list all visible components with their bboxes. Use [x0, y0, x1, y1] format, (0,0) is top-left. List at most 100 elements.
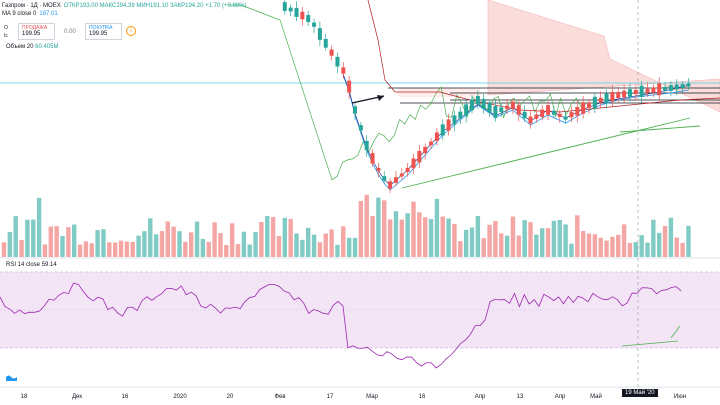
chikou-span — [228, 4, 588, 181]
volume-bar — [36, 197, 42, 257]
sell-label: ПРОДАЖА — [22, 25, 48, 31]
rsi-legend: RSI 14 close 59.14 — [6, 262, 57, 268]
candle-body — [429, 141, 434, 146]
volume-bar — [680, 243, 685, 257]
x-axis-label: Июн — [674, 394, 686, 400]
x-axis-label: 18 — [21, 394, 28, 400]
volume-bar — [399, 219, 404, 257]
side-label-o: О — [4, 25, 8, 31]
volume-bar — [575, 215, 580, 257]
volume-bar — [610, 236, 615, 257]
candle-body — [639, 85, 644, 97]
volume-bar — [440, 216, 445, 257]
candle-body — [458, 111, 463, 119]
candle-body — [376, 167, 381, 172]
volume-bar — [206, 241, 211, 257]
volume-bar — [7, 232, 13, 257]
volume-bar — [235, 244, 241, 257]
ma-label[interactable]: MA 9 close 0 — [2, 11, 37, 17]
candle-body — [370, 153, 375, 164]
volume-bar — [563, 224, 568, 257]
candle-body — [440, 124, 445, 136]
candle-body — [341, 67, 346, 74]
volume-bar — [42, 244, 48, 257]
volume-bar — [633, 242, 638, 257]
tradingview-logo-icon[interactable] — [6, 374, 17, 381]
volume-bar — [136, 235, 141, 257]
volume-bar — [592, 234, 598, 257]
candle-body — [323, 38, 328, 48]
volume-bar — [528, 222, 533, 257]
candle-body — [657, 83, 662, 96]
candle-body — [587, 102, 591, 108]
volume-bar — [317, 242, 323, 257]
buy-label: ПОКУПКА — [89, 25, 113, 31]
volume-label[interactable]: Объем 20 — [6, 44, 34, 50]
sell-button[interactable]: ПРОДАЖА 199.95 — [18, 23, 55, 40]
candle-body — [335, 56, 340, 67]
volume-bar — [481, 238, 486, 257]
candle-body — [446, 119, 451, 131]
volume-bar — [382, 200, 387, 257]
volume-bar — [674, 237, 679, 257]
volume-bar — [393, 211, 399, 257]
volume-bar — [288, 218, 293, 257]
candle-body — [616, 91, 621, 99]
volume-bar — [499, 233, 504, 257]
volume-bar — [294, 233, 299, 257]
x-axis-label: Апр — [555, 394, 566, 400]
volume-bar — [212, 222, 217, 257]
volume-bar — [639, 235, 644, 257]
volume-bar — [510, 216, 516, 257]
candle-body — [592, 96, 597, 109]
candle-body — [563, 116, 568, 120]
candle-body — [668, 85, 673, 91]
candle-body — [627, 89, 632, 97]
volume-bar — [463, 229, 469, 257]
candle-body — [405, 168, 410, 172]
volume-bar — [522, 220, 527, 257]
candle-body — [364, 140, 369, 151]
rsi-label[interactable]: RSI 14 close — [6, 262, 41, 268]
candle-body — [674, 84, 679, 90]
candle-body — [493, 106, 498, 118]
candle-body — [470, 99, 474, 111]
x-axis-label: 17 — [327, 394, 334, 400]
volume-bar — [218, 233, 223, 257]
x-axis-label: Апр — [475, 394, 486, 400]
volume-bar — [148, 218, 153, 257]
volume-bar — [335, 244, 340, 257]
candle-body — [417, 150, 422, 163]
ichimoku-cloud — [487, 0, 720, 113]
symbol-title[interactable]: Газпром · 1Д · MOEX — [2, 3, 61, 9]
volume-bar — [101, 229, 106, 257]
rsi-line — [0, 282, 682, 369]
volume-bar — [616, 234, 621, 257]
volume-bar — [329, 229, 334, 257]
candle-body — [317, 28, 322, 40]
volume-bar — [645, 242, 650, 257]
volume-bar — [13, 216, 18, 257]
volume-bar — [557, 219, 562, 257]
volume-bar — [124, 241, 130, 257]
volume-bar — [282, 217, 287, 257]
ichimoku-cloud-left — [398, 88, 480, 97]
candle-body — [434, 132, 439, 141]
candle-body — [411, 158, 416, 169]
volume-bar — [621, 224, 627, 257]
candle-body — [505, 105, 510, 109]
volume-bar — [25, 219, 30, 257]
volume-bar — [60, 236, 65, 257]
candle-body — [499, 107, 504, 112]
volume-bar — [627, 242, 633, 257]
spread-value: 0.00 — [64, 28, 76, 35]
candle-body — [300, 11, 305, 20]
volume-bar — [89, 243, 94, 257]
buy-button[interactable]: ПОКУПКА 199.95 — [85, 23, 122, 40]
volume-bar — [171, 226, 176, 257]
x-axis-label: 16 — [419, 394, 426, 400]
trade-panel: ПРОДАЖА 199.95 0.00 ПОКУПКА 199.95 — [18, 23, 122, 40]
info-icon[interactable]: i — [126, 26, 136, 36]
